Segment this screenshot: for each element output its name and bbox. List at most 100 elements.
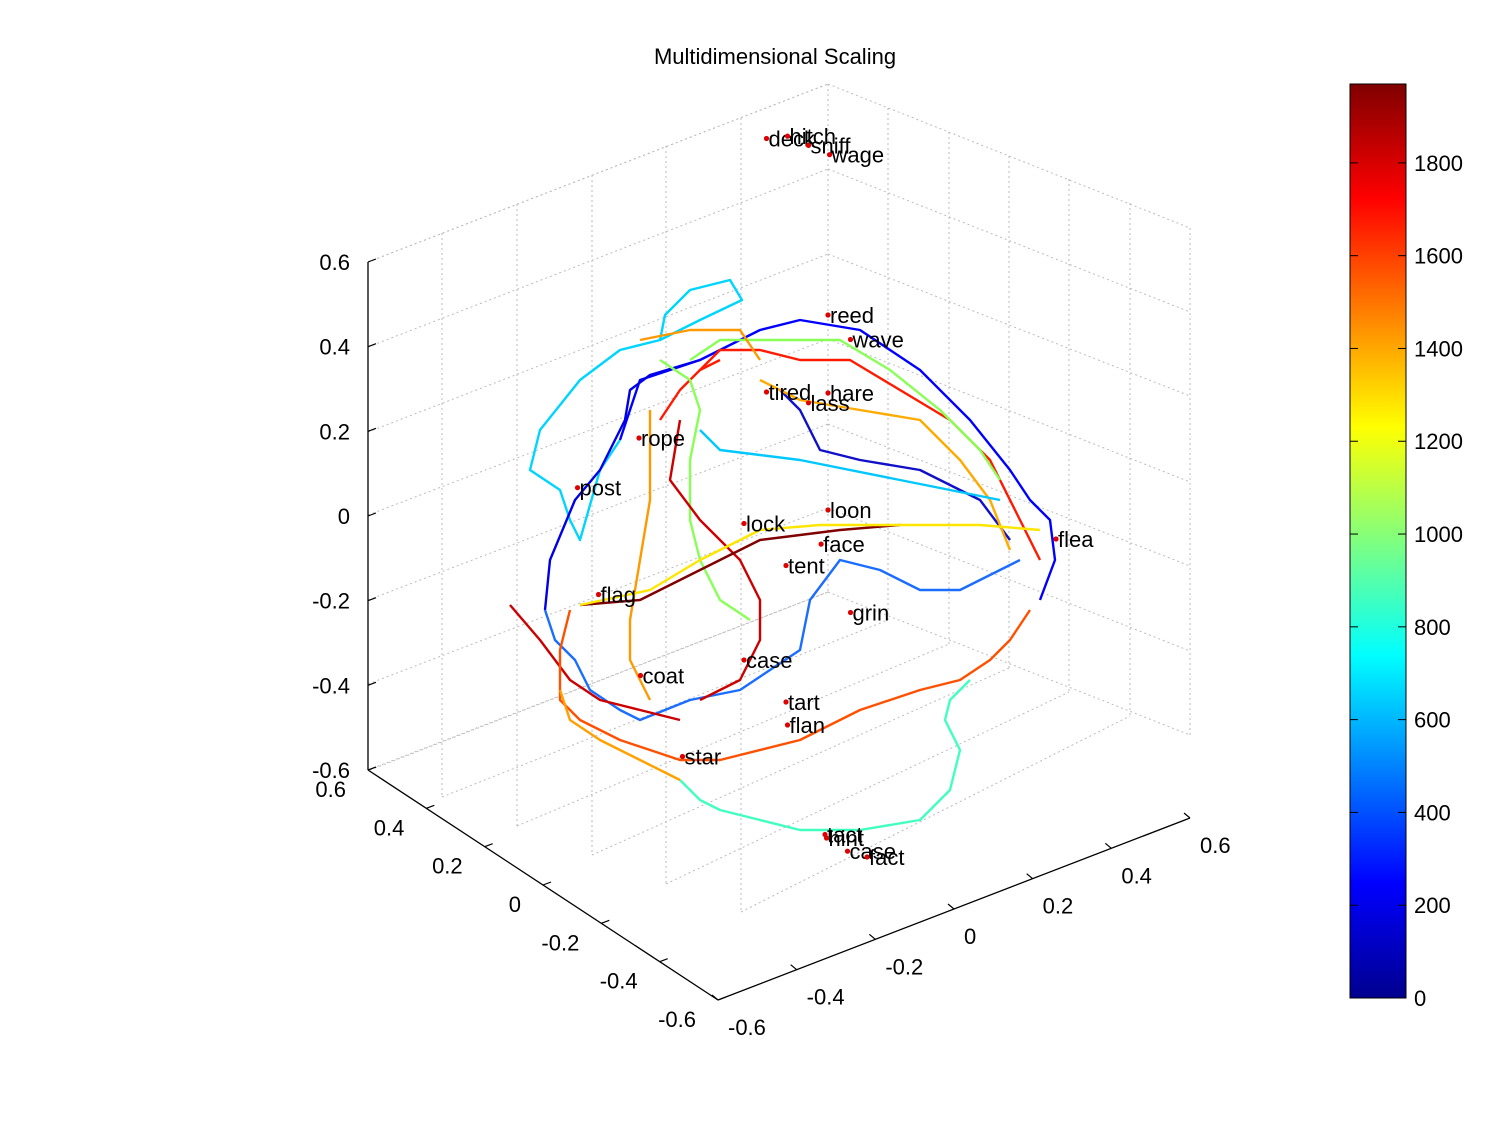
word-point-marker — [637, 672, 644, 679]
word-point-label: tart — [788, 690, 820, 715]
word-point-label: face — [823, 532, 865, 557]
z-tick-label: 0 — [338, 504, 350, 529]
word-point-marker — [783, 699, 789, 705]
x-tick-mark — [1104, 842, 1112, 849]
colorbar-tick-label: 1800 — [1414, 151, 1463, 176]
word-point-label: case — [746, 648, 792, 673]
axes-3d-solid — [367, 262, 1191, 1001]
word-point-label: case — [850, 839, 896, 864]
colorbar-tick-label: 200 — [1414, 893, 1451, 918]
y-tick-mark — [601, 919, 610, 924]
colorbar-tick-label: 0 — [1414, 986, 1426, 1011]
colorbar-tick-label: 1400 — [1414, 336, 1463, 361]
word-point-marker — [783, 562, 789, 569]
word-point-label: flan — [790, 713, 825, 738]
y-tick-label: -0.2 — [541, 930, 579, 955]
x-tick-mark — [790, 964, 798, 971]
word-point-marker — [679, 753, 686, 760]
word-point-marker — [825, 312, 831, 318]
word-point-label: hare — [830, 381, 874, 406]
word-point-label: wage — [831, 143, 885, 168]
word-point-marker — [784, 133, 791, 139]
y-tick-label: 0.6 — [315, 777, 346, 802]
y-tick-label: 0.4 — [374, 815, 405, 840]
word-point-label: lass — [811, 391, 850, 416]
word-point-label: loon — [830, 498, 872, 523]
x-tick-label: 0 — [964, 924, 976, 949]
word-point-marker — [741, 657, 747, 663]
word-point-marker — [864, 854, 870, 860]
z-tick-label: 0.4 — [319, 335, 350, 360]
colorbar-tick-label: 600 — [1414, 708, 1451, 733]
word-point-marker — [825, 507, 831, 513]
x-tick-label: -0.4 — [807, 985, 845, 1010]
colorbar-tick-label: 800 — [1414, 615, 1451, 640]
word-point-marker — [741, 520, 747, 527]
word-point-label: hint — [829, 826, 864, 851]
y-tick-mark — [542, 881, 552, 886]
y-tick-mark — [367, 766, 377, 771]
word-point-marker — [574, 485, 581, 491]
word-point-marker — [847, 336, 854, 343]
word-point-label: star — [685, 745, 722, 770]
word-point-marker — [784, 722, 791, 728]
chart-title: Multidimensional Scaling — [654, 44, 896, 69]
z-tick-label: -0.6 — [312, 758, 350, 783]
axes-3d-box — [367, 83, 1191, 913]
word-point-marker — [826, 152, 833, 158]
word-point-label: tact — [827, 823, 862, 848]
word-point-label: flag — [601, 583, 636, 608]
x-tick-mark — [711, 994, 719, 1001]
z-tick-label: -0.2 — [312, 589, 350, 614]
word-point-marker — [823, 835, 830, 841]
y-tick-mark — [659, 958, 668, 963]
word-point-label: grin — [853, 601, 890, 626]
x-axis-ticks: -0.6 -0.4 -0.2 0 0.2 0.4 0.6 — [711, 812, 1231, 1040]
word-point-marker — [825, 390, 831, 396]
y-tick-mark — [717, 996, 727, 1001]
x-tick-label: -0.6 — [728, 1015, 766, 1040]
y-tick-label: -0.4 — [600, 969, 638, 994]
word-point-marker — [847, 609, 854, 616]
word-point-label: rope — [641, 426, 685, 451]
word-point-marker — [805, 400, 812, 406]
axes-3d-frame — [367, 83, 1191, 771]
z-tick-label: -0.4 — [312, 673, 350, 698]
z-tick-mark — [367, 258, 377, 263]
word-point-label: post — [580, 476, 622, 501]
trajectory-paths — [509, 278, 1057, 832]
z-tick-mark — [367, 427, 377, 432]
y-tick-label: 0 — [509, 892, 521, 917]
x-tick-label: 0.6 — [1200, 833, 1231, 858]
colorbar-tick-label: 400 — [1414, 800, 1451, 825]
word-point-label: wave — [852, 328, 904, 353]
y-tick-mark — [426, 804, 435, 809]
word-point-label: coat — [643, 664, 685, 689]
word-point-label: hitch — [790, 124, 836, 149]
colorbar-tick-label: 1600 — [1414, 244, 1463, 269]
z-axis-ticks: 0.6 0.4 0.2 0 -0.2 -0.4 -0.6 — [312, 250, 377, 783]
word-point-marker — [595, 591, 602, 598]
z-tick-mark — [367, 597, 377, 602]
x-tick-mark — [947, 903, 955, 910]
x-tick-mark — [1183, 812, 1191, 819]
word-point-marker — [844, 848, 851, 854]
word-point-marker — [636, 435, 642, 441]
colorbar — [1349, 83, 1407, 999]
word-point-marker — [1053, 536, 1059, 542]
y-tick-label: -0.6 — [658, 1007, 696, 1032]
z-tick-mark — [367, 512, 377, 517]
word-point-marker — [818, 541, 824, 547]
y-axis-ticks: 0.6 0.4 0.2 0 -0.2 -0.4 -0.6 — [315, 766, 727, 1032]
word-point-marker — [763, 135, 770, 142]
y-tick-mark — [484, 843, 493, 848]
z-tick-label: 0.6 — [319, 250, 350, 275]
x-tick-label: 0.4 — [1121, 863, 1152, 888]
word-point-label: lock — [746, 512, 786, 537]
word-point-label: reed — [830, 303, 874, 328]
word-point-label: tent — [788, 554, 825, 579]
colorbar-ticks: 0 200 400 600 800 1000 1200 1400 1600 1800 — [1350, 151, 1463, 1011]
z-tick-mark — [367, 343, 377, 348]
